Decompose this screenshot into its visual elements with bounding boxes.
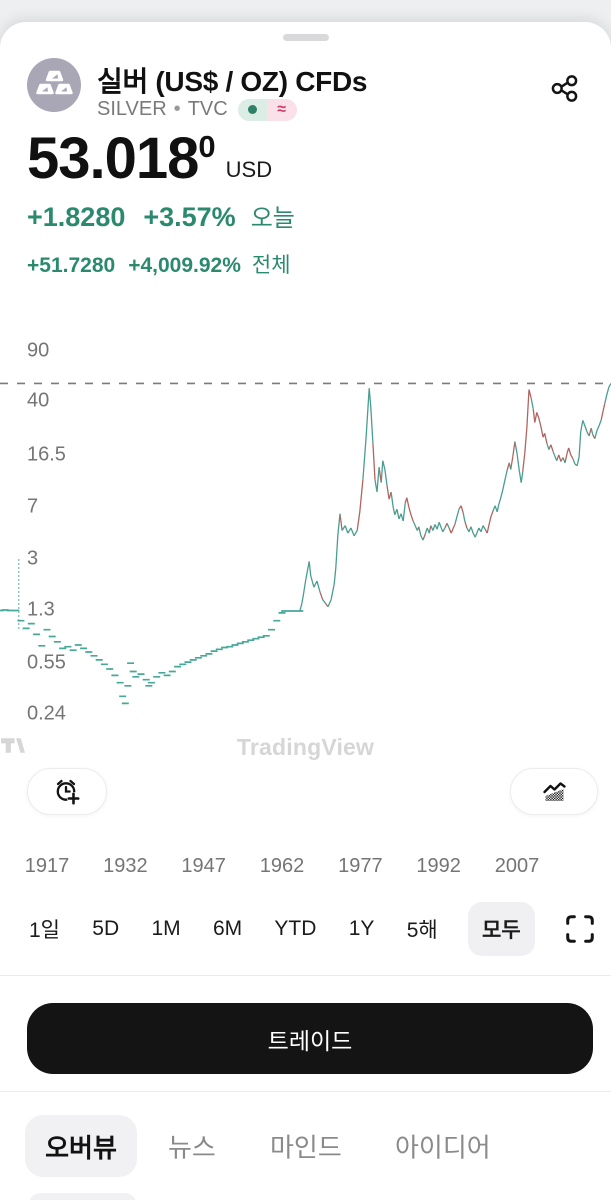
x-axis-year-label: 1992 [416, 855, 461, 877]
price-chart[interactable]: 90 40 16.5 7 3 1.3 0.55 0.24 TradingView [0, 330, 611, 775]
change-today-label: 오늘 [250, 205, 295, 232]
price-value: 53.018 [27, 126, 199, 191]
series-down-segments [319, 389, 606, 608]
current-price: 53.018 0 USD [27, 130, 272, 188]
separator-dot: • [173, 98, 181, 120]
y-axis-tick-label: 40 [27, 389, 50, 412]
x-axis-year-label: 1962 [259, 855, 305, 877]
share-button[interactable] [541, 66, 587, 110]
range-selector: 1일 5D 1M 6M YTD 1Y 5해 모두 [27, 901, 597, 956]
y-axis-tick-label: 16.5 [27, 443, 66, 466]
series-up-segments [299, 383, 611, 612]
range-button-YTD[interactable]: YTD [272, 913, 318, 945]
alarm-add-icon [56, 779, 80, 805]
silver-ingots-icon [27, 58, 81, 112]
x-axis-year-label: 1977 [338, 855, 383, 877]
x-axis-year-label: 1932 [103, 855, 148, 877]
add-alert-button[interactable] [27, 768, 107, 815]
tab-오버뷰[interactable]: 오버뷰 [25, 1115, 137, 1177]
y-axis-tick-label: 0.55 [27, 651, 66, 674]
price-series-canvas[interactable] [0, 330, 611, 775]
range-button-5D[interactable]: 5D [90, 913, 121, 945]
y-axis-tick-label: 3 [27, 547, 39, 570]
range-button-모두[interactable]: 모두 [468, 901, 535, 956]
change-alltime-absolute: +51.7280 [27, 254, 116, 277]
trade-button[interactable]: 트레이드 [27, 1003, 593, 1074]
tab-뉴스[interactable]: 뉴스 [168, 1132, 216, 1163]
exchange-name: TVC [187, 98, 228, 120]
tab-마인드[interactable]: 마인드 [270, 1132, 342, 1163]
change-alltime: +51.7280 +4,009.92% 전체 [27, 249, 291, 279]
x-axis-year-label: 1917 [24, 855, 70, 877]
bottom-sheet: 실버 (US$ / OZ) CFDs SILVER • TVC ≈ 53.018… [0, 22, 611, 1200]
change-today: +1.8280 +3.57% 오늘 [27, 198, 295, 233]
market-status-badge: ≈ [237, 98, 297, 121]
divider [0, 1091, 611, 1092]
delayed-data-icon: ≈ [266, 98, 297, 121]
y-axis-tick-label: 90 [27, 339, 50, 362]
divider [0, 975, 611, 976]
range-button-1Y[interactable]: 1Y [347, 913, 377, 945]
range-button-1M[interactable]: 1M [149, 913, 182, 945]
chart-style-button[interactable] [510, 768, 598, 815]
x-axis-year-label: 2007 [494, 855, 540, 877]
x-axis: 1917 1932 1947 1962 1977 1992 2007 [0, 855, 611, 879]
y-axis-tick-label: 1.3 [27, 598, 55, 621]
change-alltime-label: 전체 [251, 254, 291, 277]
watermark: TradingView [0, 734, 611, 761]
x-axis-year-label: 1947 [181, 855, 226, 877]
area-chart-style-icon [542, 781, 566, 801]
symbol-subtitle: SILVER • TVC ≈ [97, 98, 297, 121]
range-button-5해[interactable]: 5해 [405, 910, 440, 948]
fullscreen-button[interactable] [563, 912, 597, 946]
page-title: 실버 (US$ / OZ) CFDs [97, 66, 368, 97]
change-alltime-percent: +4,009.92% [128, 254, 241, 277]
fullscreen-icon [566, 914, 594, 943]
tab-아이디어[interactable]: 아이디어 [395, 1132, 491, 1163]
symbol-name: SILVER [97, 98, 167, 120]
range-button-6M[interactable]: 6M [211, 913, 244, 945]
tradingview-logo-icon [1, 738, 25, 753]
sheet-drag-handle[interactable] [283, 34, 329, 41]
share-icon [551, 74, 577, 102]
range-button-1일[interactable]: 1일 [27, 910, 62, 948]
y-axis-tick-label: 7 [27, 495, 39, 518]
change-today-percent: +3.57% [143, 202, 236, 232]
early-era-dashes [0, 609, 304, 705]
price-currency: USD [225, 157, 273, 182]
section-tabs: 오버뷰 뉴스 마인드 아이디어 [25, 1115, 585, 1177]
change-today-absolute: +1.8280 [27, 202, 126, 232]
y-axis-tick-label: 0.24 [27, 702, 66, 725]
symbol-avatar [27, 58, 81, 112]
next-section-pill-partial [28, 1193, 137, 1200]
watermark-text: TradingView [236, 734, 375, 760]
price-fraction-superscript: 0 [198, 129, 216, 164]
market-open-dot-icon [237, 98, 267, 121]
